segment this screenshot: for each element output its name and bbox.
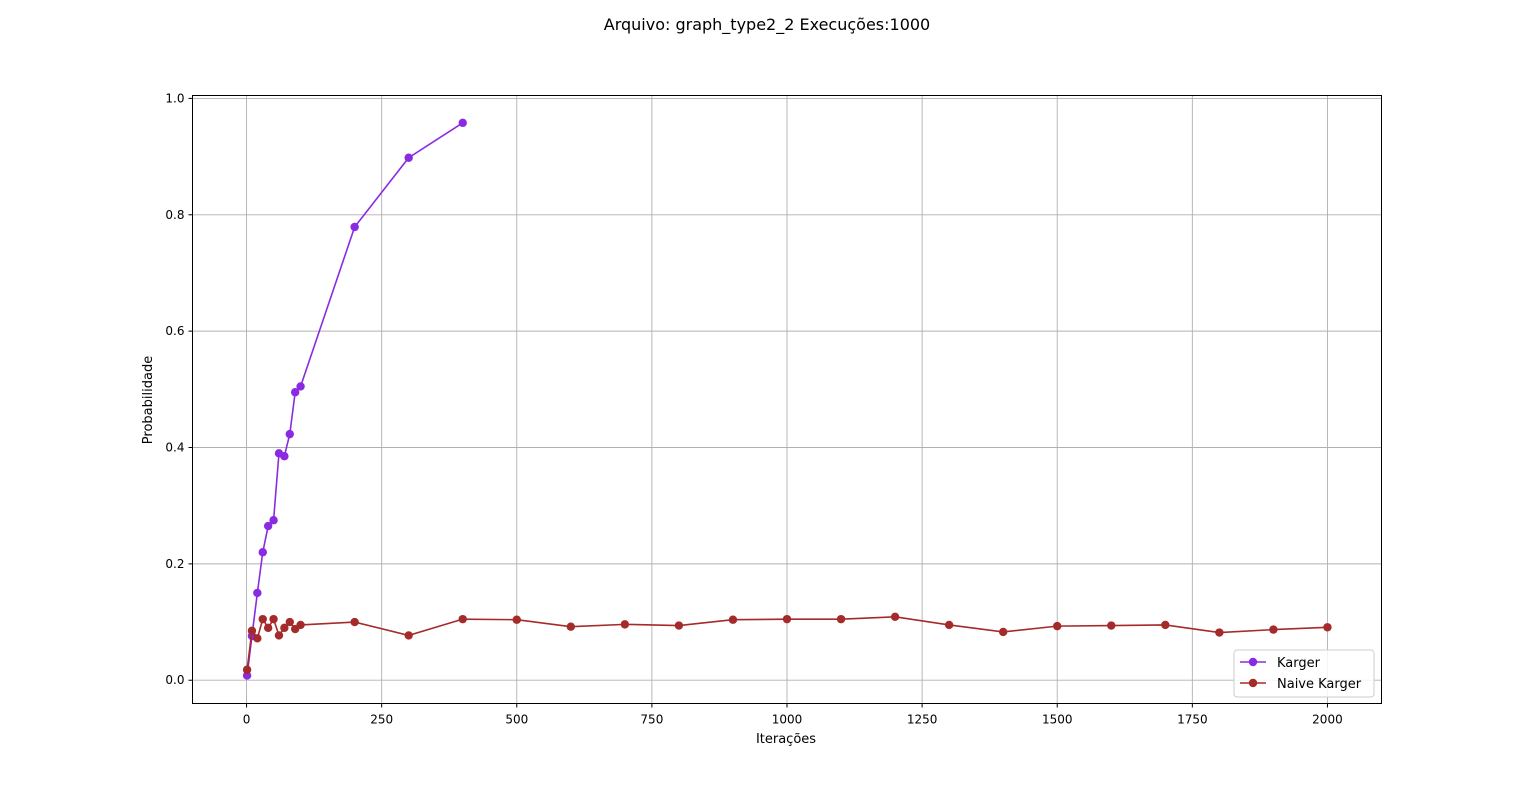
- data-point-karger: [458, 118, 467, 128]
- x-tick-label: 2000: [1312, 713, 1343, 727]
- data-point-karger: [269, 516, 278, 525]
- data-point-naive-karger: [944, 620, 954, 630]
- x-tick-label: 500: [505, 713, 528, 727]
- x-tick-label: 750: [640, 713, 663, 727]
- data-point-naive-karger: [998, 627, 1008, 637]
- x-tick-label: 0: [243, 713, 251, 727]
- x-tick-label: 250: [370, 713, 393, 727]
- y-axis: 0.0 0.2 0.4 0.6 0.8 1.0: [165, 91, 193, 687]
- data-point-naive-karger: [404, 631, 413, 640]
- series-karger: [242, 118, 467, 680]
- x-axis: 0 250 500 750 1000 1250 1500 1750 2000: [243, 703, 1343, 727]
- data-point-naive-karger: [566, 622, 576, 631]
- y-tick-label: 0.8: [165, 208, 184, 222]
- data-point-naive-karger: [620, 620, 630, 629]
- y-tick-label: 0.0: [165, 673, 184, 687]
- data-point-naive-karger: [280, 623, 289, 633]
- data-point-karger: [285, 429, 294, 439]
- data-point-karger: [263, 521, 273, 531]
- data-point-naive-karger: [836, 614, 846, 624]
- data-point-naive-karger: [274, 631, 284, 640]
- data-point-naive-karger: [1269, 625, 1278, 634]
- legend-label-naive-karger: Naive Karger: [1277, 677, 1362, 692]
- y-tick-label: 0.6: [165, 324, 184, 338]
- data-point-naive-karger: [253, 634, 262, 643]
- chart-title: Arquivo: graph_type2_2 Execuções:1000: [604, 15, 930, 35]
- legend-label-karger: Karger: [1277, 656, 1321, 671]
- data-point-naive-karger: [890, 612, 900, 622]
- y-tick-label: 1.0: [165, 91, 184, 105]
- x-axis-label: Iterações: [756, 732, 816, 747]
- data-point-naive-karger: [1107, 621, 1116, 630]
- data-point-naive-karger: [1053, 621, 1062, 631]
- data-series: [242, 118, 1332, 680]
- y-axis-label: Probabilidade: [141, 356, 156, 444]
- data-point-naive-karger: [285, 617, 294, 627]
- data-point-karger: [258, 548, 267, 557]
- data-point-karger: [253, 588, 262, 598]
- data-point-naive-karger: [1215, 628, 1224, 637]
- data-point-naive-karger: [782, 614, 792, 624]
- data-point-naive-karger: [350, 617, 359, 627]
- data-point-karger: [280, 452, 289, 461]
- data-point-karger: [350, 222, 359, 232]
- data-point-naive-karger: [247, 626, 257, 635]
- data-point-karger: [290, 388, 300, 397]
- legend: Karger Naive Karger: [1233, 649, 1375, 698]
- x-tick-label: 1750: [1177, 713, 1208, 727]
- data-point-naive-karger: [458, 614, 467, 624]
- legend-marker-karger: [1248, 657, 1258, 667]
- x-tick-label: 1250: [907, 713, 938, 727]
- grid: [192, 95, 1382, 704]
- y-tick-label: 0.2: [165, 557, 184, 571]
- data-point-naive-karger: [512, 615, 521, 624]
- series-line-karger: [246, 122, 464, 676]
- data-point-naive-karger: [242, 665, 252, 674]
- data-point-naive-karger: [269, 614, 278, 624]
- legend-box: [1233, 649, 1375, 698]
- data-point-karger: [404, 153, 413, 162]
- data-point-naive-karger: [258, 614, 267, 624]
- x-tick-label: 1000: [772, 713, 803, 727]
- data-point-karger: [242, 671, 252, 680]
- series-naive-karger: [242, 612, 1332, 674]
- data-point-karger: [296, 382, 305, 391]
- data-point-naive-karger: [296, 620, 305, 630]
- data-point-naive-karger: [728, 615, 738, 624]
- data-point-naive-karger: [1323, 623, 1332, 632]
- legend-marker-naive-karger: [1248, 678, 1258, 688]
- data-point-naive-karger: [1161, 620, 1170, 630]
- data-point-naive-karger: [674, 621, 684, 630]
- data-point-naive-karger: [263, 623, 273, 633]
- y-tick-label: 0.4: [165, 441, 184, 455]
- x-tick-label: 1500: [1042, 713, 1073, 727]
